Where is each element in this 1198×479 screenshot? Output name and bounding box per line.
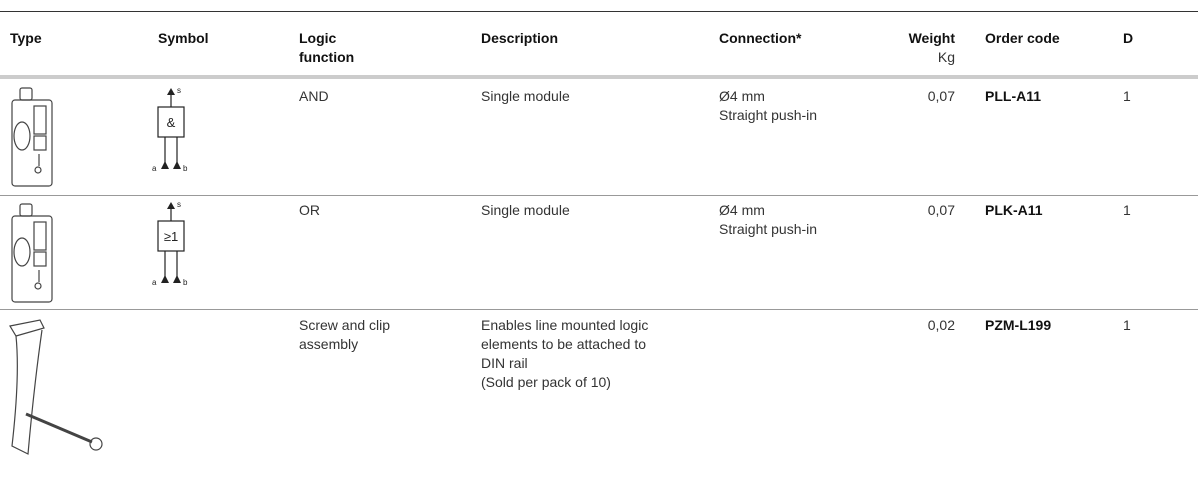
symbol-input: b: [183, 278, 188, 287]
logic-function: AND: [299, 88, 329, 104]
connection: Straight push-in: [719, 107, 818, 123]
description: Single module: [481, 202, 570, 218]
d: 1: [1123, 317, 1131, 333]
symbol-input: a: [152, 278, 157, 287]
connection: Ø4 mm: [719, 202, 765, 218]
module-image: [11, 87, 53, 187]
header-description: Description: [481, 30, 559, 46]
connection: Straight push-in: [719, 221, 818, 237]
header-weight: Kg: [937, 49, 955, 65]
weight: 0,07: [927, 88, 955, 104]
symbol-input: b: [183, 164, 188, 173]
top-rule: [0, 11, 1198, 12]
header-order-code: Order code: [985, 30, 1060, 46]
header-logic-function: Logic: [299, 30, 337, 46]
description: Single module: [481, 88, 570, 104]
d: 1: [1123, 88, 1131, 104]
description: DIN rail: [481, 355, 528, 371]
description: elements to be attached to: [481, 336, 646, 352]
header-symbol: Symbol: [158, 30, 209, 46]
symbol-arrow: [161, 161, 181, 169]
header-d: D: [1123, 30, 1134, 46]
symbol-label: &: [167, 115, 176, 130]
description: (Sold per pack of 10): [481, 374, 611, 390]
logic-symbol: ≥1 s a b: [152, 200, 188, 287]
order-code: PZM-L199: [985, 317, 1052, 333]
row-rule: [0, 195, 1198, 196]
symbol-output: s: [177, 200, 181, 209]
module-image: [11, 203, 53, 303]
symbol-arrow: [167, 88, 175, 95]
logic-function: OR: [299, 202, 320, 218]
connection: Ø4 mm: [719, 88, 765, 104]
header-connection: Connection*: [719, 30, 802, 46]
row-rule: [0, 309, 1198, 310]
logic-function: Screw and clip: [299, 317, 391, 333]
d: 1: [1123, 202, 1131, 218]
logic-function: assembly: [299, 336, 359, 352]
header-type: Type: [10, 30, 42, 46]
logic-symbol: & s a b: [152, 86, 188, 173]
symbol-arrow: [167, 202, 175, 209]
header-rule: [0, 75, 1198, 79]
symbol-label: ≥1: [164, 229, 178, 244]
symbol-output: s: [177, 86, 181, 95]
order-code: PLK-A11: [985, 202, 1043, 218]
header-weight: Weight: [908, 30, 955, 46]
weight: 0,02: [927, 317, 955, 333]
symbol-input: a: [152, 164, 157, 173]
description: Enables line mounted logic: [481, 317, 649, 333]
header-logic-function: function: [299, 49, 355, 65]
symbol-arrow: [161, 275, 181, 283]
weight: 0,07: [927, 202, 955, 218]
clip-image: [9, 319, 103, 455]
order-code: PLL-A11: [985, 88, 1042, 104]
